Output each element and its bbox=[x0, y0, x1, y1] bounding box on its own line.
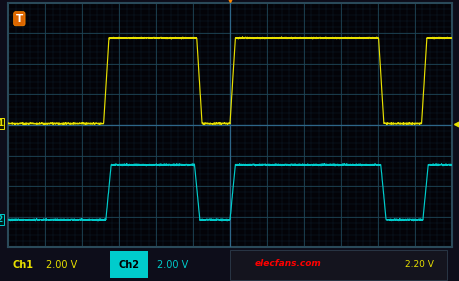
Text: T: T bbox=[16, 14, 23, 24]
Text: 2.00 V: 2.00 V bbox=[46, 260, 77, 270]
Bar bbox=[230, 250, 446, 280]
Bar bbox=[110, 251, 148, 278]
Text: 1: 1 bbox=[0, 119, 3, 128]
Text: 2.20 V: 2.20 V bbox=[404, 260, 433, 269]
Text: 2: 2 bbox=[0, 215, 3, 224]
Text: Ch1: Ch1 bbox=[13, 260, 34, 270]
Text: 2.00 V: 2.00 V bbox=[157, 260, 188, 270]
Text: Ch2: Ch2 bbox=[118, 260, 139, 270]
Text: elecfans.com: elecfans.com bbox=[254, 259, 320, 268]
